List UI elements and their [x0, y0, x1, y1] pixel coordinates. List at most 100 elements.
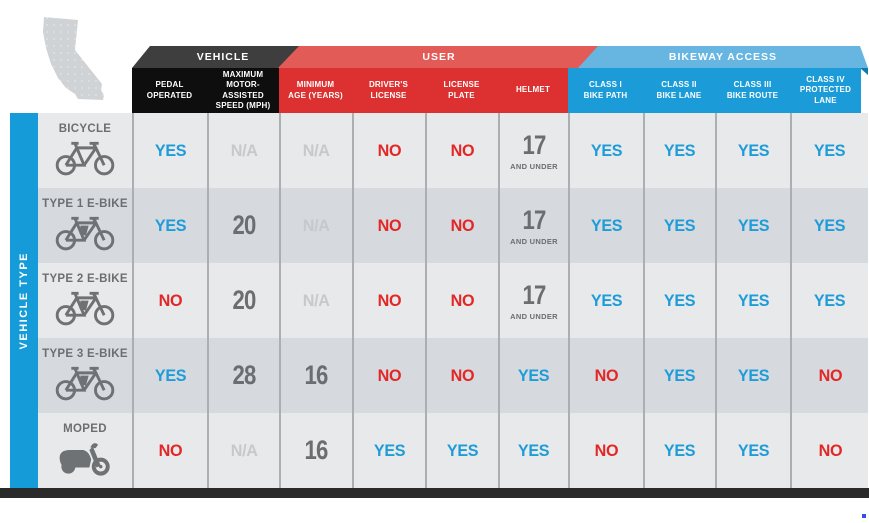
table-cell: YES — [568, 188, 643, 263]
cell-value: YES — [814, 215, 846, 235]
row-label-cell: BICYCLE — [38, 113, 132, 188]
row-label-cell: MOPED — [38, 413, 132, 488]
table-cell: NO — [425, 113, 498, 188]
vehicle-type-axis: VEHICLE TYPE — [10, 113, 38, 488]
bottom-bar — [0, 488, 869, 498]
cell-value: N/A — [230, 440, 258, 460]
table-cell: N/A — [207, 113, 279, 188]
ebike-icon — [54, 287, 116, 332]
table-cell: NO — [352, 263, 425, 338]
table-cell: NO — [425, 263, 498, 338]
table-row: TYPE 2 E-BIKE NO 20 N/A NO NO 17 AND UNDER YES Y… — [38, 263, 868, 338]
cell-value: YES — [590, 290, 623, 310]
table-cell: YES — [643, 263, 715, 338]
cell-value: 16 — [304, 360, 329, 390]
table-cell: YES — [132, 113, 207, 188]
cell-value: YES — [814, 290, 846, 310]
ribbon-fold-notch — [860, 68, 868, 75]
cell-value: YES — [737, 440, 770, 460]
table-cell: NO — [790, 338, 868, 413]
cell-value: YES — [446, 440, 479, 460]
row-label: TYPE 1 E-BIKE — [42, 198, 128, 210]
moped-icon — [57, 437, 113, 482]
table-cell: YES — [790, 113, 868, 188]
column-header: MINIMUM AGE (YEARS) — [279, 68, 352, 113]
cell-subtext: AND UNDER — [510, 312, 558, 321]
table-cell: 28 — [207, 338, 279, 413]
table-cell: N/A — [279, 113, 352, 188]
table-cell: YES — [498, 413, 568, 488]
group-header-bikeway-access-label: BIKEWAY ACCESS — [668, 51, 778, 63]
row-label-cell: TYPE 1 E-BIKE — [38, 188, 132, 263]
cell-value: YES — [664, 215, 696, 235]
table-cell: YES — [715, 413, 790, 488]
cell-subtext: AND UNDER — [510, 162, 558, 171]
cell-value: NO — [818, 365, 842, 385]
cell-value: YES — [814, 140, 846, 160]
table-cell: 17 AND UNDER — [498, 113, 568, 188]
table-cell: YES — [715, 338, 790, 413]
table-cell: NO — [352, 113, 425, 188]
column-header: DRIVER'S LICENSE — [352, 68, 425, 113]
cell-subtext: AND UNDER — [510, 237, 558, 246]
table-cell: N/A — [279, 263, 352, 338]
cell-value: NO — [158, 440, 183, 460]
group-header-user: USER — [278, 46, 600, 68]
row-label: BICYCLE — [58, 123, 112, 135]
cell-value: NO — [450, 215, 475, 235]
table-cell: YES — [568, 113, 643, 188]
table-cell: 17 AND UNDER — [498, 188, 568, 263]
table-cell: YES — [643, 338, 715, 413]
table-row: MOPED NO N/A 16 YES YES YES NO YES YES NO — [38, 413, 868, 488]
table-cell: YES — [425, 413, 498, 488]
table-cell: NO — [425, 338, 498, 413]
table-cell: YES — [352, 413, 425, 488]
group-header-user-label: USER — [422, 51, 456, 63]
cell-value: N/A — [303, 215, 330, 235]
column-header: CLASS III BIKE ROUTE — [715, 68, 790, 113]
cell-value: NO — [377, 365, 402, 385]
table-cell: N/A — [279, 188, 352, 263]
cell-value: 20 — [232, 210, 256, 240]
cell-value: YES — [590, 215, 623, 235]
cell-value: YES — [664, 290, 696, 310]
cell-value: N/A — [230, 140, 258, 160]
table-cell: YES — [643, 413, 715, 488]
table-cell: NO — [132, 263, 207, 338]
table-cell: 16 — [279, 413, 352, 488]
column-header: CLASS II BIKE LANE — [643, 68, 715, 113]
blue-dot-artifact — [862, 514, 866, 518]
column-header: CLASS I BIKE PATH — [568, 68, 643, 113]
cell-value: YES — [664, 440, 696, 460]
row-label-cell: TYPE 3 E-BIKE — [38, 338, 132, 413]
cell-value: 28 — [232, 360, 256, 390]
cell-value: YES — [373, 440, 406, 460]
column-header: HELMET — [498, 68, 568, 113]
table-cell: N/A — [207, 413, 279, 488]
cell-value: YES — [664, 365, 696, 385]
table-cell: NO — [425, 188, 498, 263]
cell-value: 20 — [232, 285, 256, 315]
cell-value: YES — [154, 215, 187, 235]
row-label: TYPE 3 E-BIKE — [42, 348, 128, 360]
table-row: TYPE 1 E-BIKE YES 20 N/A NO NO 17 AND UNDER YES… — [38, 188, 868, 263]
cell-value: N/A — [303, 140, 330, 160]
cell-value: N/A — [303, 290, 330, 310]
cell-value: YES — [154, 365, 187, 385]
table-cell: YES — [715, 113, 790, 188]
cell-value: NO — [377, 215, 402, 235]
table-cell: YES — [568, 263, 643, 338]
table-cell: YES — [790, 188, 868, 263]
table-cell: 20 — [207, 188, 279, 263]
cell-value: NO — [450, 140, 475, 160]
table-cell: NO — [790, 413, 868, 488]
cell-value: YES — [154, 140, 187, 160]
cell-value: NO — [450, 365, 475, 385]
column-header-row: PEDAL OPERATED MAXIMUM MOTOR-ASSISTED SPE… — [132, 68, 861, 113]
cell-value: NO — [450, 290, 475, 310]
ebike-icon — [54, 212, 116, 257]
table-cell: NO — [568, 413, 643, 488]
row-label: MOPED — [63, 423, 107, 435]
cell-value: YES — [737, 215, 770, 235]
vehicle-type-axis-label: VEHICLE TYPE — [18, 251, 30, 350]
